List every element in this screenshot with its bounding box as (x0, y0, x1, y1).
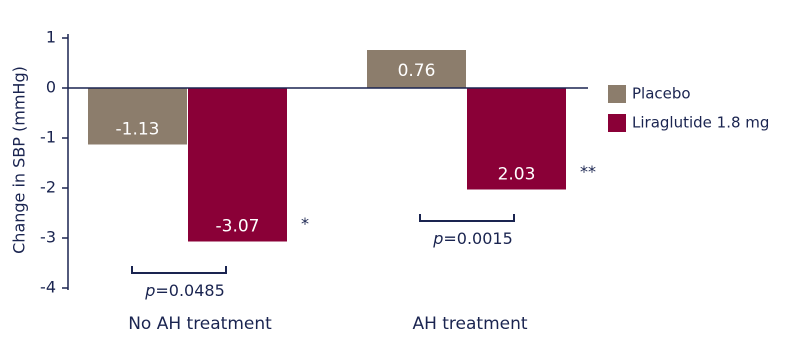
significance-marker: ** (580, 162, 596, 181)
y-tick-label: 0 (46, 78, 56, 97)
y-tick-label: -3 (40, 228, 56, 247)
p-symbol: p (432, 229, 443, 248)
bar (88, 88, 187, 145)
legend-label: Placebo (632, 85, 691, 103)
significance-marker: * (301, 214, 309, 233)
y-tick-label: 1 (46, 28, 56, 47)
p-bracket (419, 214, 515, 222)
legend-label: Liraglutide 1.8 mg (632, 114, 769, 132)
bar-label: 2.03 (498, 165, 536, 185)
bar-label: 0.76 (398, 61, 436, 81)
x-tick-label: No AH treatment (128, 314, 272, 334)
bar (467, 88, 566, 190)
p-bracket (131, 266, 227, 274)
legend-swatch (608, 85, 626, 103)
bar (367, 50, 466, 88)
x-tick-label: AH treatment (412, 314, 527, 334)
bar (188, 88, 287, 242)
bar-label: -1.13 (116, 120, 160, 140)
legend-swatch (608, 114, 626, 132)
y-tick-label: -4 (40, 278, 56, 297)
p-text: =0.0015 (443, 229, 512, 248)
p-text: =0.0485 (155, 281, 224, 300)
y-axis-label: Change in SBP (mmHg) (10, 66, 29, 254)
p-symbol: p (144, 281, 155, 300)
bar-label: -3.07 (216, 217, 260, 237)
p-value: p=0.0485 (144, 281, 225, 300)
y-tick-label: -1 (40, 128, 56, 147)
p-value: p=0.0015 (432, 229, 513, 248)
y-tick-label: -2 (40, 178, 56, 197)
